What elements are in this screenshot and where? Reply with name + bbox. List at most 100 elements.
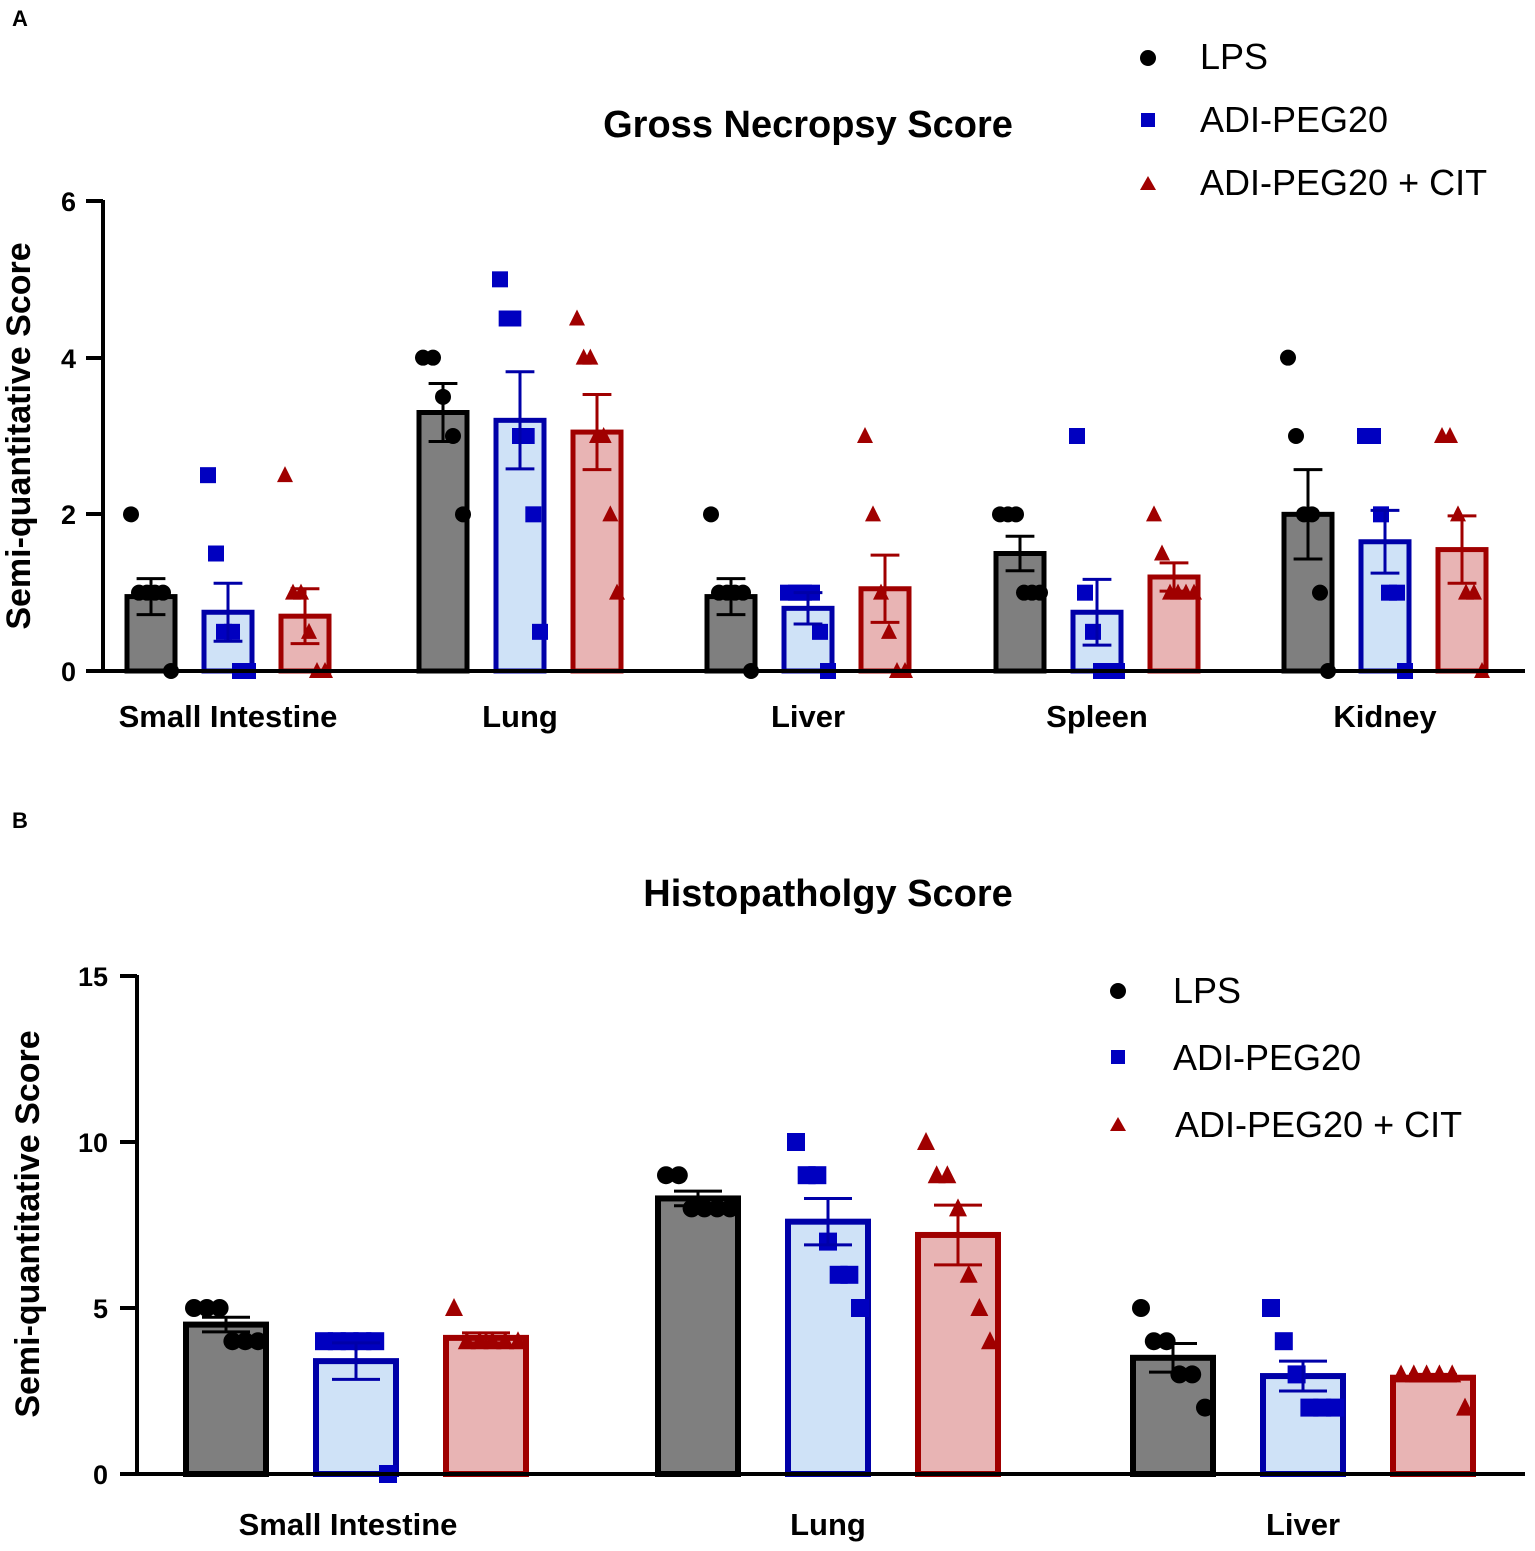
error-bar-spleen-lps bbox=[1005, 534, 1035, 573]
bar-small-intestine-adi-peg20-cit bbox=[443, 1334, 529, 1477]
legend-item-adi-peg20-cit: ADI-PEG20 + CIT bbox=[1140, 162, 1487, 203]
error-bar-spleen-adi-peg20-cit bbox=[1159, 561, 1189, 593]
legend-marker-triangle-icon bbox=[1140, 176, 1156, 190]
point-liver-lps bbox=[1196, 1398, 1214, 1417]
error-bar-liver-adi-peg20 bbox=[793, 591, 823, 626]
point-lung-adi-peg20 bbox=[851, 1299, 869, 1317]
error-bar-kidney-lps bbox=[1293, 468, 1323, 561]
panel-a-x-tick-label-kidney: Kidney bbox=[1333, 699, 1437, 734]
point-kidney-lps bbox=[1288, 428, 1304, 444]
point-spleen-adi-peg20-cit bbox=[1186, 583, 1202, 600]
point-kidney-lps bbox=[1304, 506, 1320, 523]
point-kidney-adi-peg20 bbox=[1365, 428, 1381, 444]
legend-marker-square-icon bbox=[1141, 113, 1155, 127]
point-lung-adi-peg20 bbox=[525, 506, 542, 523]
error-bar-lung-lps bbox=[428, 382, 458, 443]
error-bar-small-intestine-adi-peg20 bbox=[213, 581, 243, 643]
point-liver-lps bbox=[1183, 1365, 1202, 1384]
point-lung-adi-peg20-cit bbox=[981, 1331, 999, 1350]
point-small-intestine-adi-peg20-cit bbox=[483, 1331, 502, 1350]
point-small-intestine-lps bbox=[155, 584, 171, 601]
point-liver-adi-peg20 bbox=[1287, 1365, 1306, 1384]
point-lung-adi-peg20 bbox=[492, 271, 508, 288]
legend-label-lps: LPS bbox=[1173, 970, 1241, 1011]
legend-label-adi-peg20-cit: ADI-PEG20 + CIT bbox=[1175, 1104, 1462, 1145]
error-bar-small-intestine-adi-peg20-cit bbox=[290, 587, 320, 646]
error-bar-liver-lps bbox=[716, 577, 746, 617]
panel-b-y-axis-label: Semi-quantitative Score bbox=[9, 1030, 47, 1417]
error-bar-liver-lps bbox=[1149, 1342, 1197, 1374]
point-lung-adi-peg20-cit bbox=[970, 1298, 989, 1316]
panel-b-y-tick-label: 15 bbox=[78, 962, 108, 992]
legend-marker-triangle-icon bbox=[1110, 1117, 1126, 1131]
point-liver-adi-peg20-cit bbox=[881, 622, 897, 639]
point-spleen-adi-peg20-cit bbox=[1146, 505, 1162, 522]
error-bar-small-intestine-adi-peg20 bbox=[332, 1341, 380, 1381]
point-kidney-adi-peg20 bbox=[1373, 506, 1389, 523]
panel-a-y-tick: 6 bbox=[61, 187, 103, 217]
bar-lung-adi-peg20-cit bbox=[915, 1231, 1001, 1477]
panel-a-plot-area bbox=[123, 271, 1490, 679]
point-small-intestine-adi-peg20-cit bbox=[509, 1331, 527, 1350]
error-bar-kidney-adi-peg20-cit bbox=[1447, 514, 1477, 585]
point-lung-adi-peg20 bbox=[518, 428, 535, 444]
point-spleen-lps bbox=[1032, 584, 1048, 601]
point-spleen-adi-peg20-cit bbox=[1154, 544, 1170, 561]
legend-marker-circle-icon bbox=[1110, 983, 1126, 999]
point-kidney-lps bbox=[1280, 349, 1296, 366]
panel-a-y-tick: 4 bbox=[61, 344, 103, 374]
point-liver-adi-peg20-cit bbox=[1392, 1364, 1410, 1383]
point-lung-lps bbox=[455, 506, 471, 523]
point-lung-lps bbox=[721, 1199, 739, 1218]
point-liver-adi-peg20 bbox=[1274, 1332, 1293, 1351]
error-bar-lung-lps bbox=[674, 1189, 722, 1208]
error-bar-liver-adi-peg20 bbox=[1279, 1359, 1327, 1393]
legend-item-lps: LPS bbox=[1110, 970, 1241, 1011]
point-liver-lps bbox=[1144, 1332, 1163, 1351]
point-lung-lps bbox=[708, 1199, 727, 1218]
point-kidney-adi-peg20-cit bbox=[1466, 583, 1482, 600]
point-lung-adi-peg20 bbox=[505, 310, 522, 327]
point-liver-adi-peg20-cit bbox=[1456, 1397, 1474, 1416]
point-small-intestine-adi-peg20-cit bbox=[277, 466, 293, 483]
panel-a-y-tick-label: 4 bbox=[61, 344, 76, 374]
panel-a-x-tick-label-liver: Liver bbox=[771, 699, 845, 734]
panel-a-letter: A bbox=[12, 6, 28, 31]
legend-item-adi-peg20-cit: ADI-PEG20 + CIT bbox=[1110, 1104, 1462, 1145]
point-kidney-adi-peg20-cit bbox=[1442, 427, 1458, 443]
point-kidney-adi-peg20 bbox=[1389, 584, 1405, 601]
point-kidney-lps bbox=[1312, 584, 1328, 601]
error-bar-lung-adi-peg20 bbox=[804, 1196, 852, 1247]
panel-a: A Gross Necropsy Score Semi-quantitative… bbox=[0, 6, 1525, 734]
panel-a-title: Gross Necropsy Score bbox=[603, 104, 1013, 146]
point-lung-adi-peg20-cit bbox=[595, 427, 612, 443]
bar-lung-lps bbox=[655, 1195, 741, 1477]
panel-a-y-tick-label: 6 bbox=[61, 187, 76, 217]
point-liver-lps bbox=[1170, 1365, 1189, 1384]
point-small-intestine-adi-peg20 bbox=[208, 545, 224, 562]
point-small-intestine-lps bbox=[210, 1299, 229, 1317]
point-small-intestine-lps bbox=[236, 1332, 255, 1351]
error-bar-kidney-adi-peg20 bbox=[1370, 508, 1400, 575]
point-lung-lps bbox=[695, 1199, 714, 1218]
panel-a-x-tick-label-spleen: Spleen bbox=[1046, 699, 1148, 734]
point-spleen-adi-peg20 bbox=[1077, 584, 1093, 601]
panel-b-y-tick: 15 bbox=[78, 962, 137, 992]
panel-b: B Histopatholgy Score Semi-quantitative … bbox=[9, 808, 1525, 1542]
point-lung-lps bbox=[657, 1166, 675, 1185]
point-liver-adi-peg20 bbox=[1262, 1299, 1280, 1317]
legend-label-adi-peg20-cit: ADI-PEG20 + CIT bbox=[1200, 162, 1487, 203]
point-small-intestine-lps bbox=[123, 506, 139, 523]
panel-a-y-tick: 0 bbox=[61, 657, 103, 687]
bar-lung-lps bbox=[416, 410, 470, 674]
panel-b-y-tick: 5 bbox=[93, 1294, 137, 1324]
point-liver-adi-peg20 bbox=[812, 623, 828, 640]
legend-marker-square-icon bbox=[1111, 1050, 1125, 1064]
bar-liver-adi-peg20-cit bbox=[1390, 1374, 1476, 1477]
point-small-intestine-adi-peg20-cit bbox=[457, 1331, 476, 1350]
point-lung-lps bbox=[682, 1199, 701, 1218]
point-small-intestine-lps bbox=[197, 1299, 216, 1317]
panel-a-y-tick-label: 0 bbox=[61, 657, 76, 687]
error-bar-spleen-adi-peg20 bbox=[1082, 577, 1112, 647]
